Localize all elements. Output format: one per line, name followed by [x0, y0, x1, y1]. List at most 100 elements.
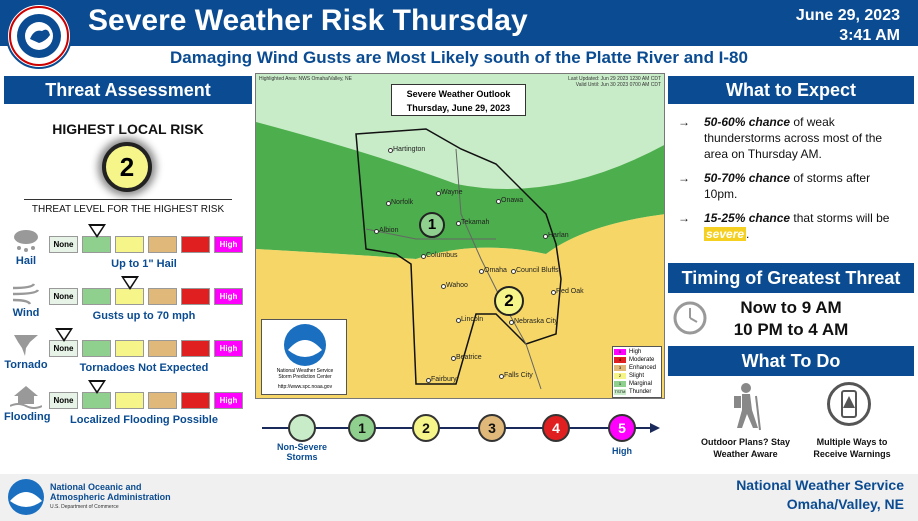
scale-box	[148, 340, 177, 357]
map-updated-note: Last Updated: Jun 29 2023 1230 AM CDT Va…	[568, 76, 661, 88]
issue-time: 3:41 AM	[839, 27, 900, 44]
agency-name-2: Atmospheric Administration	[50, 492, 171, 502]
wind-label: Wind	[12, 307, 40, 319]
tornado-level-marker	[55, 328, 73, 342]
scale-box: High	[214, 340, 243, 357]
scale-box	[115, 236, 144, 253]
town-label: Tekamah	[455, 219, 490, 226]
scale-axis	[262, 423, 660, 433]
timing-line-1: Now to 9 AM	[740, 298, 842, 317]
arrow-icon: →	[678, 211, 690, 225]
expect-item-1-text: of weak thunderstorms across most of the…	[704, 115, 883, 161]
legend-entry: 4 Moderate	[614, 356, 660, 364]
page-subtitle: Damaging Wind Gusts are Most Likely sout…	[170, 48, 748, 67]
hail-label: Hail	[15, 255, 37, 267]
office-name-1: National Weather Service	[736, 477, 904, 493]
spc-url: http://www.spc.noaa.gov	[277, 384, 333, 390]
scale-box	[181, 288, 210, 305]
todo-item-2: Multiple Ways to Receive Warnings	[813, 437, 891, 459]
risk-label-marginal: 1	[419, 212, 445, 238]
hail-threat-scale: None High	[49, 236, 247, 254]
highest-risk-label: HIGHEST LOCAL RISK	[52, 121, 204, 137]
agency-dept: U.S. Department of Commerce	[50, 504, 119, 510]
flooding-level-marker	[88, 380, 106, 394]
expect-item-2-bold: 50-70% chance	[704, 171, 791, 185]
todo-item-1: Outdoor Plans? Stay Weather Aware	[700, 437, 790, 459]
hail-description: Up to 1" Hail	[111, 258, 177, 270]
what-to-expect-heading: What to Expect	[668, 76, 914, 104]
flooding-threat-scale: None High	[49, 392, 247, 410]
legend-entry: 1 Marginal	[614, 380, 660, 388]
town-label: Wahoo	[441, 282, 468, 289]
map-legend: 5 High 4 Moderate 3 Enhanced 2 Slight 1 Marginal T…	[612, 346, 662, 398]
severe-highlight: severe	[704, 227, 747, 241]
legend-entry: TSTM Thunder	[614, 389, 652, 395]
scale-box	[181, 340, 210, 357]
page-title: Severe Weather Risk Thursday	[88, 4, 528, 37]
outlook-box-date: Thursday, June 29, 2023	[406, 103, 511, 113]
town-label: Harlan	[543, 232, 569, 239]
scale-box	[82, 392, 111, 409]
info-panel: What to Expect → 50-60% chance of weak th…	[668, 76, 914, 471]
town-label: Lincoln	[455, 316, 484, 323]
arrow-icon: →	[678, 115, 690, 129]
tornado-threat-scale: None High	[49, 340, 247, 358]
expect-item-3: → 15-25% chance that storms will be sever…	[678, 210, 908, 244]
timing-line-2: 10 PM to 4 AM	[733, 320, 849, 339]
map-updated: Last Updated: Jun 29 2023 1230 AM CDT	[568, 76, 661, 82]
scale-box	[115, 340, 144, 357]
flooding-description: Localized Flooding Possible	[70, 414, 218, 426]
scale-circle: 5	[608, 414, 636, 442]
town-label: Beatrice	[451, 354, 482, 361]
wind-threat-scale: None High	[49, 288, 247, 306]
scale-circle: 3	[478, 414, 506, 442]
outlook-box-title: Severe Weather Outlook	[406, 89, 511, 99]
scale-box: None	[49, 392, 78, 409]
town-label: Hartington	[387, 146, 426, 153]
scale-box	[82, 340, 111, 357]
town-label: Omaha	[479, 267, 507, 274]
outlook-map: Severe Weather Outlook Thursday, June 29…	[255, 73, 665, 399]
flooding-label: Flooding	[4, 411, 51, 423]
scale-box: None	[49, 288, 78, 305]
phone-alert-icon	[827, 382, 871, 426]
scale-box	[82, 236, 111, 253]
tornado-description: Tornadoes Not Expected	[79, 362, 209, 374]
agency-name-1: National Oceanic and	[50, 482, 142, 492]
scale-box	[148, 236, 177, 253]
tornado-icon	[10, 332, 42, 358]
what-to-do-heading: What To Do	[668, 346, 914, 376]
town-label: Falls City	[499, 372, 533, 379]
expect-item-1-bold: 50-60% chance	[704, 115, 791, 129]
hiker-icon	[734, 383, 761, 431]
expect-item-3-text: that storms will be	[790, 211, 890, 225]
map-highlight-note: Highlighted Area: NWS Omaha/Valley, NE	[259, 76, 352, 82]
map-valid: Valid Until: Jun 30 2023 0700 AM CDT	[575, 82, 661, 88]
divider	[24, 199, 232, 200]
noaa-logo-icon	[284, 324, 326, 366]
scale-box: High	[214, 392, 243, 409]
spc-logo-box: National Weather Service Storm Predictio…	[261, 319, 347, 395]
scale-box	[181, 236, 210, 253]
timing-heading: Timing of Greatest Threat	[668, 263, 914, 293]
expect-item-1: → 50-60% chance of weak thunderstorms acr…	[678, 114, 908, 164]
town-label: Red Oak	[551, 288, 584, 295]
legend-entry: 2 Slight	[614, 372, 660, 380]
town-label: Council Bluffs	[511, 267, 559, 274]
scale-box: High	[214, 236, 243, 253]
nws-logo	[6, 3, 72, 69]
phone-alert-glyph	[841, 390, 857, 418]
scale-right-label: High	[612, 446, 632, 456]
highest-risk-badge: 2	[102, 142, 152, 192]
flooding-icon	[9, 384, 43, 410]
expect-item-2: → 50-70% chance of storms after 10pm.	[678, 170, 908, 204]
spc-caption: National Weather Service Storm Predictio…	[276, 368, 334, 380]
header: Severe Weather Risk Thursday June 29, 20…	[0, 0, 918, 73]
expect-item-3-bold: 15-25% chance	[704, 211, 791, 225]
office-name-2: Omaha/Valley, NE	[786, 496, 904, 512]
risk-label-slight: 2	[494, 286, 524, 316]
town-label: Columbus	[421, 252, 458, 259]
wind-level-marker	[121, 276, 139, 290]
scale-box	[82, 288, 111, 305]
town-label: Wayne	[436, 189, 463, 196]
